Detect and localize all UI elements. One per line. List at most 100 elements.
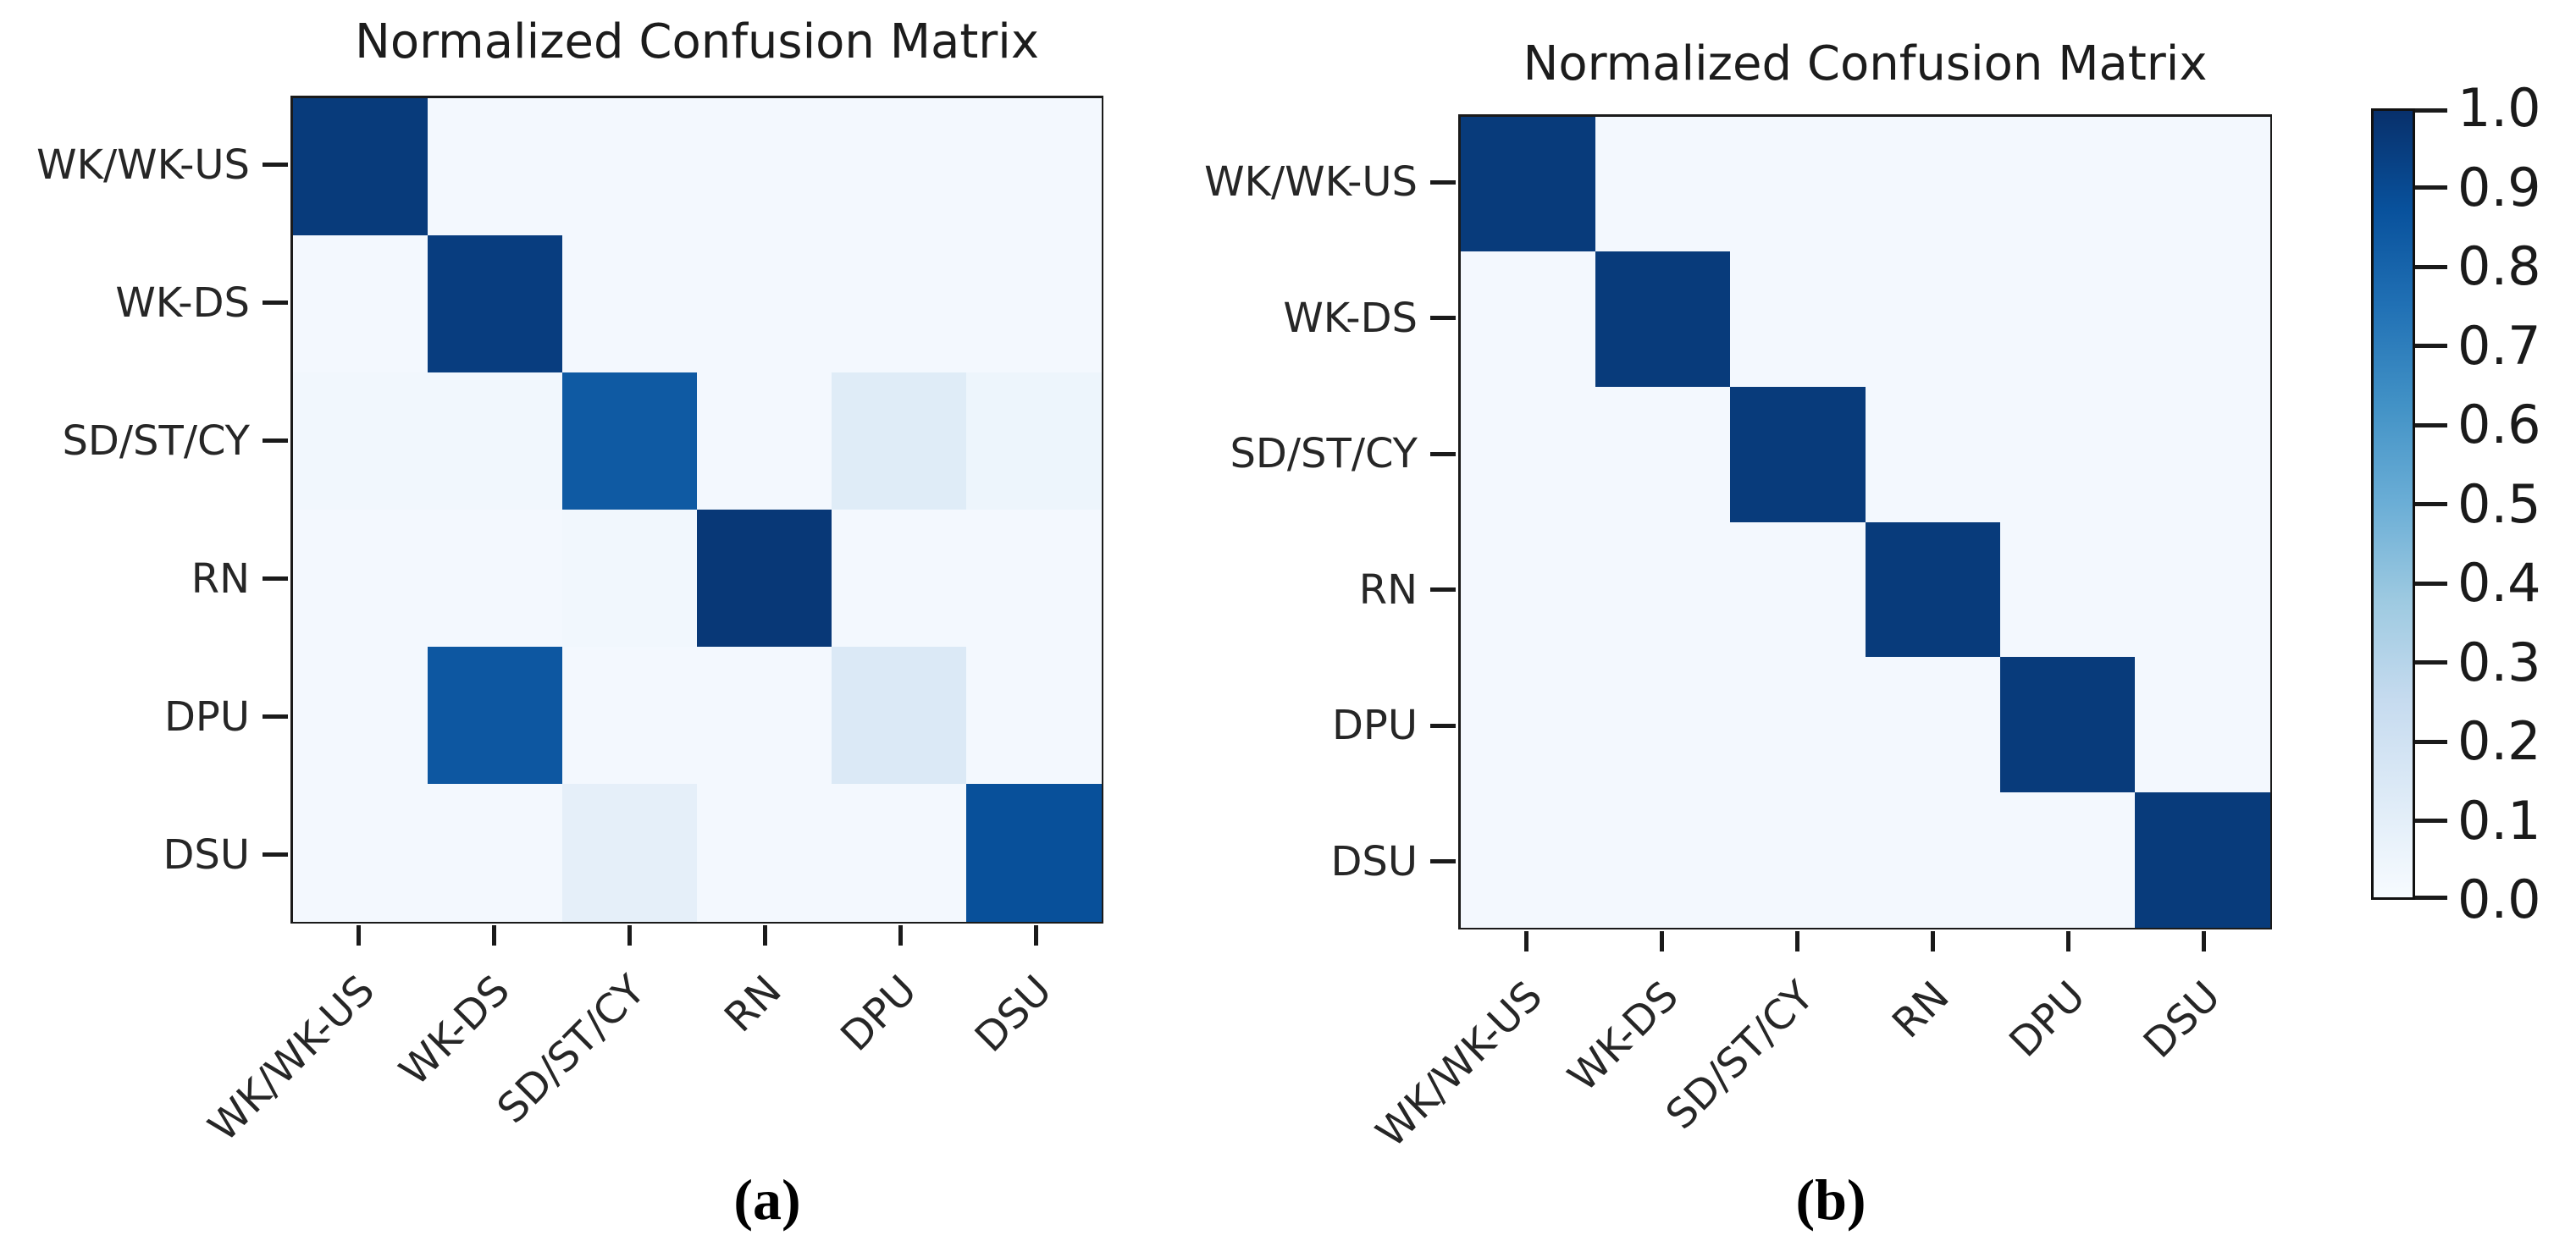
matrix-cell [1595,117,1732,253]
matrix-cell [697,646,832,785]
matrix-cell [1730,117,1866,253]
y-tick-label: RN [191,554,250,603]
colorbar-tick-label: 0.7 [2457,314,2541,377]
matrix-cell [1999,251,2136,388]
colorbar-tick-mark [2415,185,2447,190]
matrix-cell [966,510,1102,648]
y-tick-label: DPU [163,692,250,741]
matrix-cell [561,98,698,236]
x-tick-mark [1523,931,1528,951]
x-tick-mark [1794,931,1799,951]
y-tick-label: WK/WK-US [1204,158,1418,207]
x-tick-mark [1931,931,1936,951]
plot-title-a: Normalized Confusion Matrix [354,14,1040,69]
x-tick-mark [627,925,632,946]
matrix-cell [1730,386,1866,523]
colorbar-tick-label: 0.9 [2457,156,2541,218]
matrix-cell [966,784,1102,922]
colorbar-tick-label: 0.0 [2457,869,2541,930]
x-tick-label: DSU [966,966,1062,1062]
matrix-cell [831,510,967,648]
matrix-cell [293,646,428,785]
matrix-cell [966,372,1102,510]
x-tick-mark [356,925,361,946]
y-tick-mark [1430,587,1456,593]
colorbar-tick-mark [2415,581,2447,586]
confusion-matrix-panel-b: Normalized Confusion Matrix WK/WK-US WK-D… [1204,36,2272,1156]
x-tick-label: DPU [2000,972,2095,1067]
colorbar-tick-label: 0.2 [2457,710,2541,772]
x-tick-mark [491,925,496,946]
x-tick-label: WK/WK-US [199,966,384,1151]
matrix-cell [427,234,563,373]
colorbar: 1.0 0.9 0.8 0.7 0.6 0.5 0.4 0.3 0.2 0.1 0.0 [2371,82,2541,926]
colorbar-tick-mark [2415,502,2447,506]
x-tick-mark [762,925,767,946]
y-tick-mark [1430,451,1456,456]
x-tick-label: WK-DS [1558,972,1688,1101]
matrix-cell [1461,791,1597,928]
colorbar-tick-label: 0.6 [2457,394,2541,455]
matrix-cell [697,234,832,373]
y-tick-mark [263,438,288,443]
matrix-cell [1865,656,2001,793]
matrix-cell [293,784,428,922]
matrix-cell [293,98,428,236]
x-tick-label: DPU [832,966,926,1061]
matrix-cell [1461,117,1597,253]
colorbar-tick-label: 0.8 [2457,235,2541,297]
matrix-cell [561,234,698,373]
matrix-cell [966,646,1102,785]
colorbar-tick-mark [2415,896,2447,900]
matrix-cell [1461,251,1597,388]
y-tick-label: RN [1358,565,1418,614]
matrix-cell [1730,656,1866,793]
matrix-cell [1461,386,1597,523]
matrix-cell [1730,791,1866,928]
y-tick-mark [263,576,288,581]
x-tick-mark [1659,931,1664,951]
colorbar-tick-label: 0.1 [2457,789,2541,852]
x-tick-label: RN [1883,972,1959,1048]
colorbar-tick-mark [2415,344,2447,348]
colorbar-tick-label: 0.3 [2457,631,2541,693]
y-tick-label: DSU [163,830,250,879]
matrix-cell [1595,251,1732,388]
y-tick-label: WK/WK-US [36,141,250,189]
matrix-cell [1865,386,2001,523]
y-tick-mark [1430,316,1456,321]
heatmap-grid-b [1458,114,2272,929]
matrix-cell [1999,791,2136,928]
heatmap-grid-a [290,96,1103,924]
y-tick-label: SD/ST/CY [1230,430,1418,478]
matrix-cell [1865,251,2001,388]
matrix-cell [1999,656,2136,793]
colorbar-gradient [2371,108,2415,900]
y-tick-mark [263,714,288,719]
matrix-cell [2134,656,2270,793]
matrix-cell [1865,521,2001,658]
matrix-cell [427,98,563,236]
plot-title-b: Normalized Confusion Matrix [1523,36,2208,91]
y-tick-label: SD/ST/CY [62,416,250,465]
y-tick-mark [1430,859,1456,864]
colorbar-tick-label: 0.4 [2457,552,2541,614]
matrix-cell [561,646,698,785]
matrix-cell [1865,791,2001,928]
matrix-cell [1730,521,1866,658]
matrix-cell [697,98,832,236]
matrix-cell [697,372,832,510]
matrix-cell [1865,117,2001,253]
confusion-matrix-panel-a: Normalized Confusion Matrix WK/WK-US WK-D… [36,14,1103,1150]
y-tick-mark [1430,179,1456,185]
matrix-cell [427,510,563,648]
colorbar-tick-label: 1.0 [2457,77,2541,139]
x-tick-mark [898,925,903,946]
x-tick-label: RN [715,966,791,1042]
colorbar-tick-mark [2415,739,2447,744]
matrix-cell [427,646,563,785]
matrix-cell [1461,521,1597,658]
matrix-cell [966,234,1102,373]
matrix-cell [2134,117,2270,253]
matrix-cell [293,372,428,510]
